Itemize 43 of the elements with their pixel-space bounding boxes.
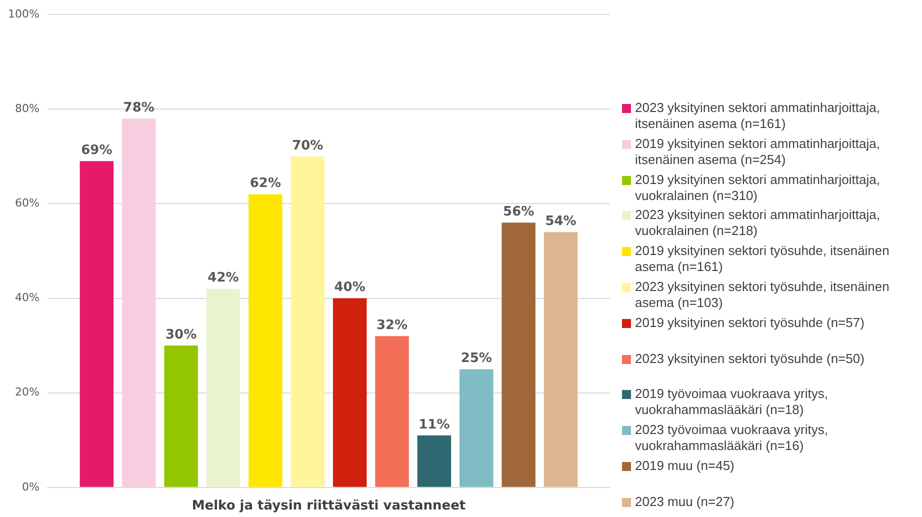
- data-label: 69%: [81, 143, 112, 158]
- bar: [332, 298, 367, 487]
- data-label: 30%: [165, 327, 197, 342]
- bar: [248, 194, 282, 487]
- legend-label: 2023 yksityinen sektori ammatinharjoittaja, vuokralainen (n=218): [635, 207, 881, 240]
- data-label: 40%: [334, 280, 366, 296]
- legend-label: 2019 yksityinen sektori ammatinharjoittaja, vuokralainen (n=310): [635, 172, 881, 204]
- bar: [206, 288, 240, 487]
- y-tick-label: 60%: [14, 196, 40, 210]
- y-tick-label: 80%: [14, 102, 40, 116]
- data-label: 11%: [418, 417, 450, 432]
- y-tick-label: 100%: [8, 7, 40, 20]
- bar: [460, 369, 494, 487]
- data-label: 70%: [292, 138, 324, 154]
- data-label: 62%: [250, 176, 281, 192]
- x-tick-label: Melko ja täysin riittävästi vastanneet: [192, 498, 466, 514]
- bar: [122, 118, 156, 487]
- legend-label: 2023 muu (n=27): [635, 494, 734, 510]
- legend-label: 2019 muu (n=45): [635, 458, 734, 474]
- legend-label: 2023 yksityinen sektori ammatinharjoittaja, itsenäinen asema (n=161): [635, 100, 881, 132]
- legend-label: 2023 yksityinen sektori työsuhde, itsenäinen asema (n=103): [635, 278, 890, 311]
- y-tick-label: 20%: [14, 386, 40, 399]
- bar: [502, 222, 536, 487]
- legend-label: 2019 yksityinen sektori ammatinharjoittaja, itsenäinen asema (n=254): [635, 136, 881, 168]
- data-label: 78%: [123, 100, 154, 116]
- legend-label: 2023 yksityinen sektori työsuhde (n=50): [635, 350, 864, 367]
- bar: [164, 346, 198, 487]
- legend-label: 2019 yksityinen sektori työsuhde, itsenäinen asema (n=161): [635, 243, 890, 276]
- data-label: 42%: [208, 270, 239, 286]
- y-tick-label: 0%: [22, 480, 40, 494]
- data-label: 32%: [376, 318, 408, 333]
- legend-label: 2019 yksityinen sektori työsuhde (n=57): [635, 314, 864, 331]
- data-label: 25%: [460, 351, 492, 366]
- data-label: 54%: [545, 214, 576, 229]
- bar: [290, 156, 325, 487]
- bar: [375, 336, 409, 487]
- legend-label: 2023 työvoimaa vuokraava yritys, vuokrahammaslääkäri (n=16): [635, 422, 829, 454]
- legend-label: 2019 työvoimaa vuokraava yritys, vuokrahammaslääkäri (n=18): [635, 386, 829, 418]
- bar: [544, 232, 578, 487]
- data-label: 56%: [503, 204, 534, 220]
- bar: [417, 435, 452, 487]
- bar: [80, 161, 114, 487]
- y-tick-label: 40%: [14, 291, 40, 304]
